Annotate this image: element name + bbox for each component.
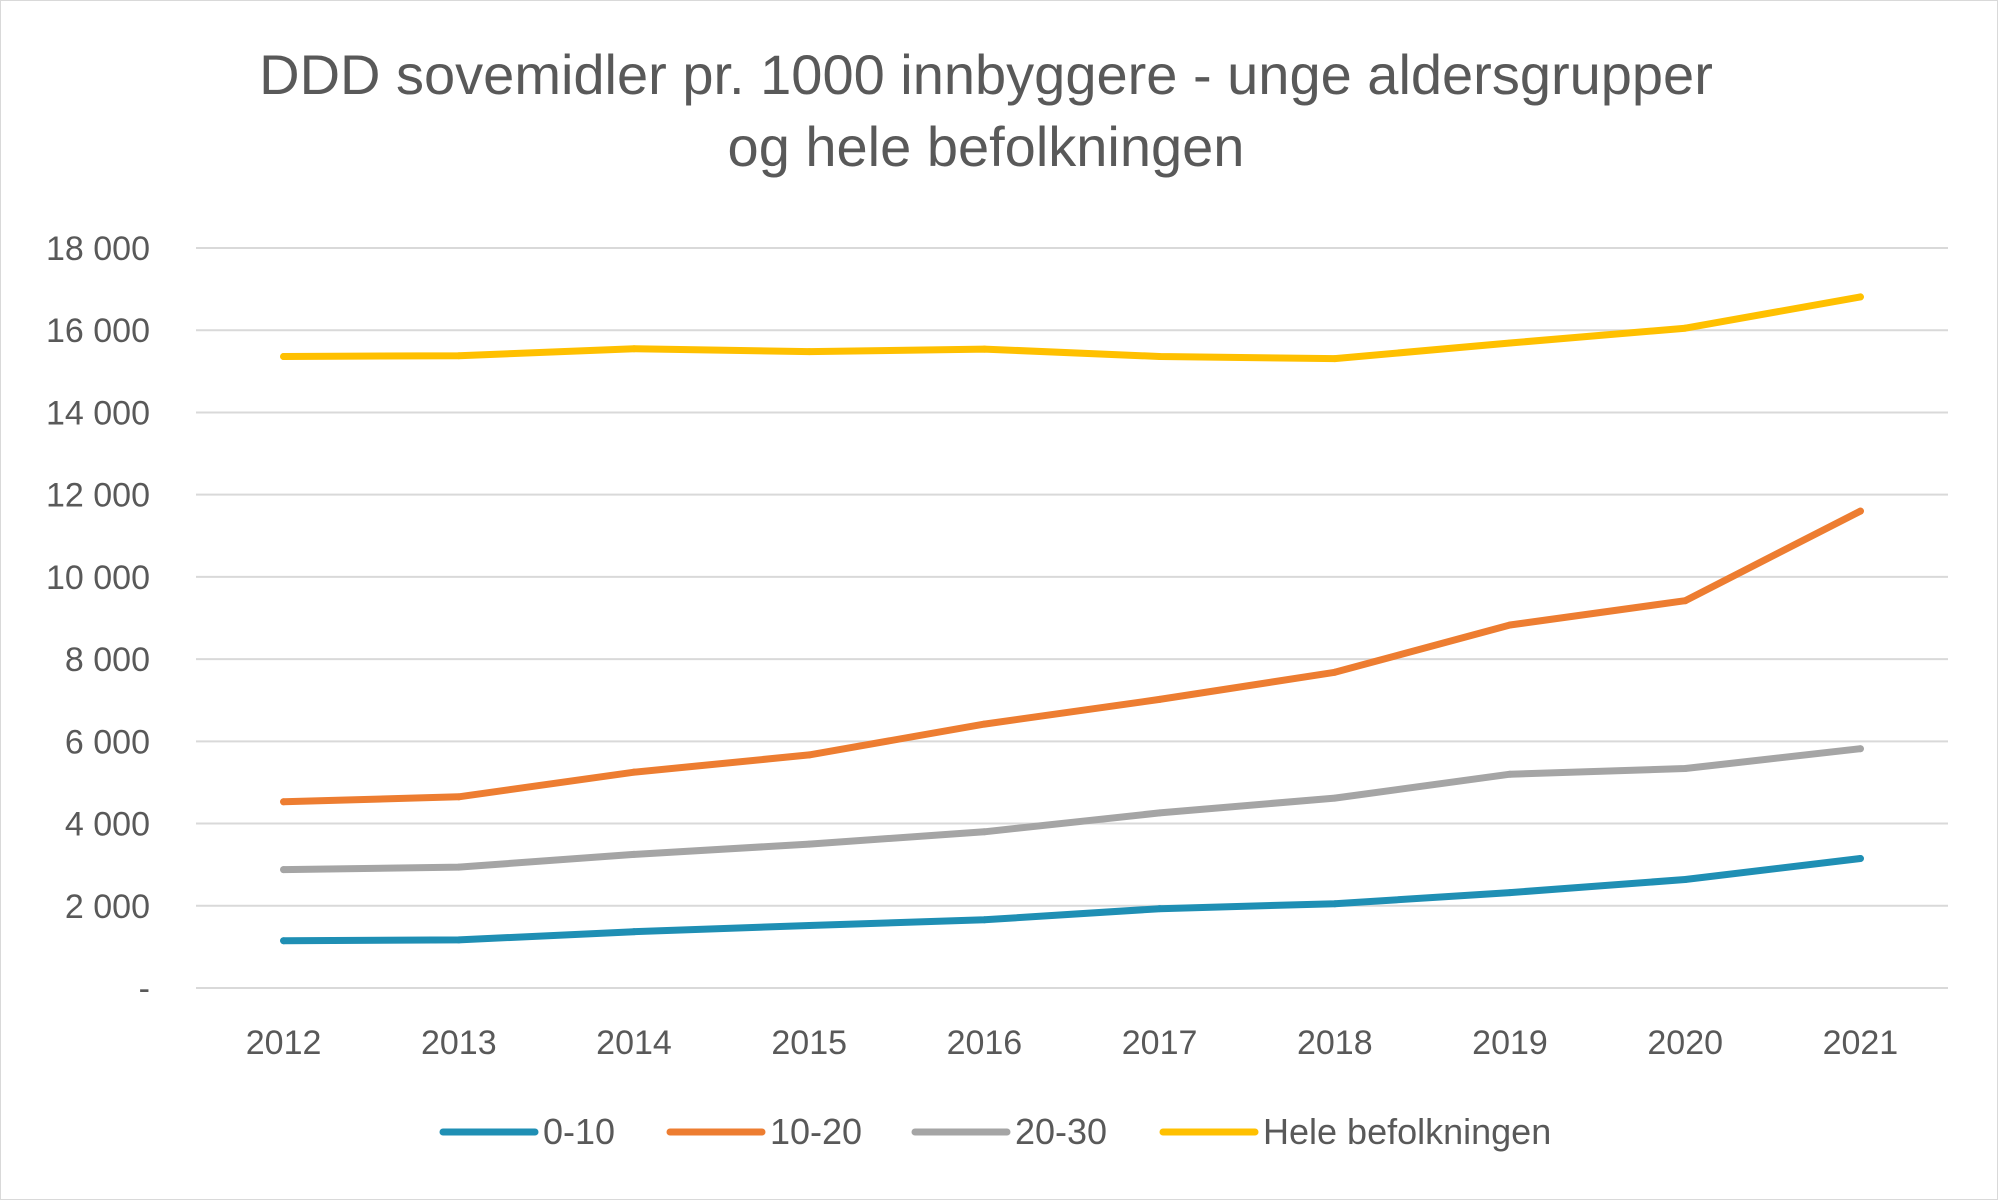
data-point (455, 936, 463, 944)
series-line-10-20 (280, 507, 1864, 806)
chart-title: DDD sovemidler pr. 1000 innbyggere - ung… (1, 39, 1971, 183)
data-point (280, 353, 288, 361)
y-tick-label: 6 000 (65, 723, 150, 761)
legend-label-hele-befolkningen: Hele befolkningen (1263, 1111, 1551, 1152)
x-axis-tick-labels: 2012 2013 2014 2015 2016 2017 2018 2019 2020 2021 (246, 1024, 1898, 1062)
data-point (455, 352, 463, 360)
data-point (630, 768, 638, 776)
data-point (1856, 507, 1864, 515)
y-tick-label: 16 000 (46, 312, 150, 350)
data-point (1681, 324, 1689, 332)
y-tick-label: 2 000 (65, 888, 150, 926)
data-point (1156, 905, 1164, 913)
data-point (1331, 668, 1339, 676)
x-tick-label: 2014 (596, 1024, 672, 1062)
x-tick-label: 2021 (1823, 1024, 1899, 1062)
data-point (1156, 353, 1164, 361)
data-point (1331, 355, 1339, 363)
data-point (1856, 855, 1864, 862)
y-tick-label: - (139, 970, 150, 1008)
data-point (1506, 889, 1514, 897)
data-point (1331, 900, 1339, 908)
data-point (1681, 875, 1689, 883)
data-point (980, 916, 988, 924)
x-tick-label: 2019 (1472, 1024, 1548, 1062)
data-point (1506, 621, 1514, 629)
data-point (805, 840, 813, 848)
data-point (980, 345, 988, 353)
y-tick-label: 4 000 (65, 806, 150, 844)
data-point (455, 793, 463, 801)
y-axis-tick-labels: - 2 000 4 000 6 000 8 000 10 000 12 000 14 000 1… (46, 230, 150, 1008)
data-point (630, 928, 638, 936)
data-point (1681, 597, 1689, 605)
data-point (455, 863, 463, 871)
series-line-0-10 (280, 855, 1864, 945)
data-point (1156, 695, 1164, 703)
y-tick-label: 14 000 (46, 394, 150, 432)
data-point (1856, 293, 1864, 301)
x-tick-label: 2012 (246, 1024, 322, 1062)
data-point (1156, 809, 1164, 817)
x-tick-label: 2015 (771, 1024, 847, 1062)
data-point (805, 922, 813, 930)
data-point (805, 751, 813, 759)
data-point (280, 866, 288, 874)
data-point (1506, 770, 1514, 778)
data-point (1331, 794, 1339, 802)
data-point (630, 345, 638, 353)
series-lines (280, 293, 1864, 945)
legend-label-10-20: 10-20 (770, 1111, 862, 1152)
y-tick-label: 10 000 (46, 559, 150, 597)
x-tick-label: 2013 (421, 1024, 497, 1062)
data-point (280, 937, 288, 945)
chart-title-line-1: DDD sovemidler pr. 1000 innbyggere - ung… (259, 43, 1713, 106)
data-point (805, 348, 813, 356)
data-point (1856, 745, 1864, 753)
x-tick-label: 2018 (1297, 1024, 1373, 1062)
legend: 0-10 10-20 20-30 Hele befolkningen (439, 1111, 1551, 1152)
y-tick-label: 8 000 (65, 641, 150, 679)
legend-label-0-10: 0-10 (543, 1111, 615, 1152)
y-tick-label: 12 000 (46, 477, 150, 515)
data-point (1681, 764, 1689, 772)
x-tick-label: 2017 (1122, 1024, 1198, 1062)
data-point (1506, 339, 1514, 347)
series-line-hele-befolkningen (280, 293, 1864, 363)
y-tick-label: 18 000 (46, 230, 150, 268)
x-tick-label: 2020 (1647, 1024, 1723, 1062)
x-tick-label: 2016 (947, 1024, 1023, 1062)
legend-label-20-30: 20-30 (1015, 1111, 1107, 1152)
data-point (280, 798, 288, 806)
data-point (630, 850, 638, 858)
data-point (980, 828, 988, 836)
series-line-20-30 (280, 745, 1864, 874)
data-point (980, 720, 988, 728)
chart-title-line-2: og hele befolkningen (727, 115, 1245, 178)
